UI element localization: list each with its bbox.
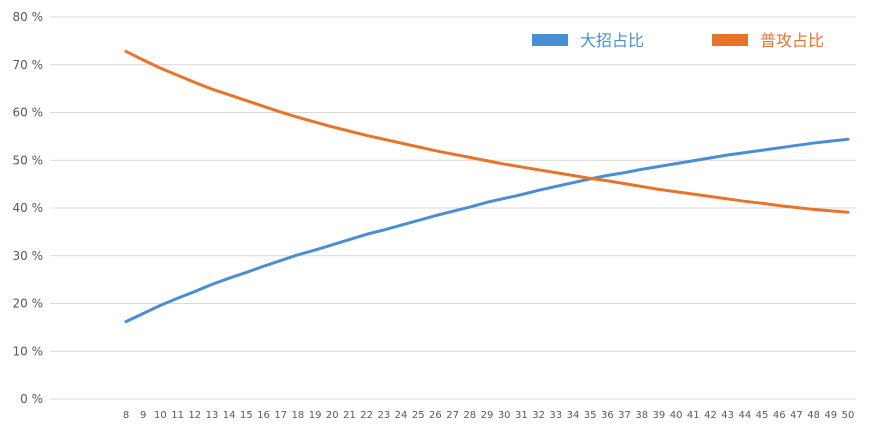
legend: 大招占比 普攻占比 (532, 31, 824, 50)
legend-swatch (532, 34, 568, 46)
x-tick-label: 10 (154, 410, 167, 421)
series-line (124, 137, 850, 324)
x-tick-label: 21 (343, 410, 356, 421)
x-tick-label: 36 (601, 410, 614, 421)
series-1 (124, 137, 850, 324)
x-tick-label: 49 (824, 410, 837, 421)
x-tick-label: 39 (653, 410, 666, 421)
grid-lines (50, 16, 856, 400)
x-tick-label: 11 (171, 410, 184, 421)
x-tick-label: 42 (704, 410, 717, 421)
legend-item: 普攻占比 (712, 31, 824, 50)
x-tick-label: 45 (756, 410, 769, 421)
x-tick-label: 33 (549, 410, 562, 421)
x-tick-label: 31 (515, 410, 528, 421)
y-tick-label: 20 % (13, 297, 44, 311)
x-tick-label: 15 (240, 410, 253, 421)
y-tick-label: 10 % (13, 344, 44, 358)
y-tick-label: 50 % (13, 153, 44, 167)
x-tick-label: 50 (842, 410, 855, 421)
legend-item: 大招占比 (532, 31, 644, 50)
series-line (124, 49, 850, 214)
y-tick-label: 60 % (13, 106, 44, 120)
y-tick-label: 80 % (13, 10, 44, 24)
x-tick-label: 19 (309, 410, 322, 421)
x-tick-label: 44 (738, 410, 751, 421)
y-tick-label: 30 % (13, 249, 44, 263)
x-tick-label: 28 (463, 410, 476, 421)
x-tick-label: 43 (721, 410, 734, 421)
x-tick-label: 20 (326, 410, 339, 421)
y-tick-label: 0 % (20, 392, 43, 406)
series-2 (124, 49, 850, 214)
legend-label: 普攻占比 (760, 31, 824, 50)
x-tick-label: 30 (498, 410, 511, 421)
x-tick-label: 9 (140, 410, 146, 421)
x-tick-label: 32 (532, 410, 545, 421)
x-tick-label: 8 (123, 410, 129, 421)
x-tick-label: 23 (377, 410, 390, 421)
x-tick-label: 38 (635, 410, 648, 421)
x-tick-label: 25 (412, 410, 425, 421)
x-tick-label: 18 (292, 410, 305, 421)
x-tick-label: 34 (567, 410, 580, 421)
x-tick-label: 29 (481, 410, 494, 421)
x-tick-label: 12 (188, 410, 201, 421)
x-tick-label: 13 (206, 410, 219, 421)
series-lines (124, 49, 850, 324)
x-tick-label: 37 (618, 410, 631, 421)
x-tick-label: 40 (670, 410, 683, 421)
x-axis: 8 9 10 11 12 13 14 15 16 17 18 19 20 21 22 23 24 25 26 27 28… (123, 410, 855, 421)
x-tick-label: 35 (584, 410, 597, 421)
x-tick-label: 46 (773, 410, 786, 421)
x-tick-label: 27 (446, 410, 459, 421)
x-tick-label: 48 (807, 410, 820, 421)
x-tick-label: 22 (360, 410, 373, 421)
x-tick-label: 16 (257, 410, 270, 421)
x-tick-label: 24 (395, 410, 408, 421)
x-tick-label: 17 (274, 410, 287, 421)
y-tick-label: 70 % (13, 58, 44, 72)
legend-label: 大招占比 (580, 31, 644, 50)
x-tick-label: 47 (790, 410, 803, 421)
x-tick-label: 14 (223, 410, 236, 421)
y-tick-label: 40 % (13, 201, 44, 215)
legend-swatch (712, 34, 748, 46)
x-tick-label: 26 (429, 410, 442, 421)
y-axis: 0 % 10 % 20 % 30 % 40 % 50 % 60 % 70 % 80 % (13, 10, 44, 406)
x-tick-label: 41 (687, 410, 700, 421)
